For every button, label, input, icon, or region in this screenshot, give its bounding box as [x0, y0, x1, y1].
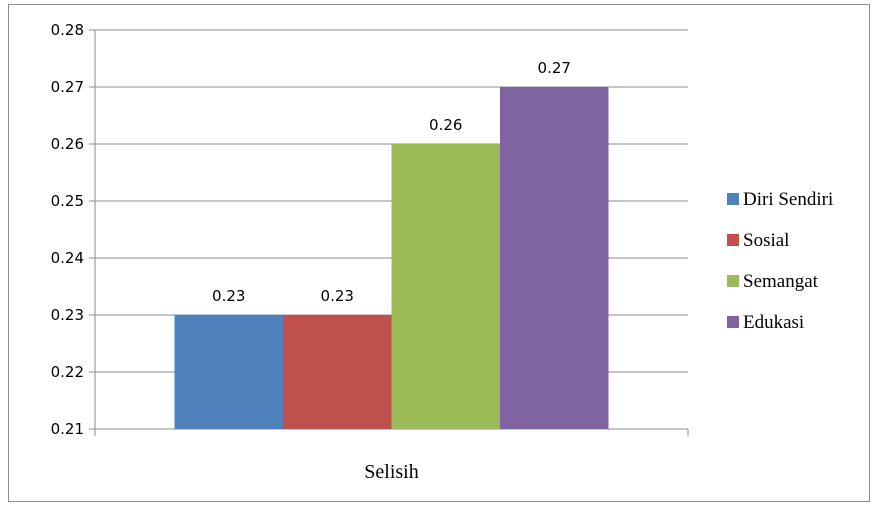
legend-entry: Semangat — [743, 271, 819, 292]
legend-swatch — [727, 193, 739, 205]
y-tick-label: 0.25 — [51, 192, 84, 210]
data-label: 0.27 — [538, 59, 571, 77]
bar-edukasi — [500, 87, 609, 429]
legend: Diri Sendiri Sosial Semangat Edukasi — [727, 189, 833, 333]
data-labels: 0.23 0.23 0.26 0.27 — [212, 59, 571, 305]
bars — [174, 87, 609, 429]
bar-sosial — [283, 315, 392, 429]
legend-swatch — [727, 275, 739, 287]
axes: 0.21 0.22 0.23 0.24 0.25 0.26 0.27 0.28 Selisih — [51, 21, 689, 483]
y-tick-label: 0.21 — [51, 420, 84, 438]
legend-swatch — [727, 234, 739, 246]
y-tick-label: 0.23 — [51, 306, 84, 324]
legend-entry: Sosial — [743, 230, 789, 251]
data-label: 0.26 — [429, 116, 462, 134]
x-category-label: Selisih — [364, 461, 418, 483]
y-tick-label: 0.22 — [51, 363, 84, 381]
bar-semangat — [391, 144, 500, 429]
legend-entry: Edukasi — [743, 312, 804, 333]
data-label: 0.23 — [212, 287, 245, 305]
bar-diri-sendiri — [174, 315, 283, 429]
legend-entry: Diri Sendiri — [743, 189, 833, 210]
y-tick-label: 0.28 — [51, 21, 84, 39]
data-label: 0.23 — [321, 287, 354, 305]
y-tick-label: 0.24 — [51, 249, 84, 267]
y-tick-label: 0.26 — [51, 135, 84, 153]
legend-swatch — [727, 316, 739, 328]
y-tick-label: 0.27 — [51, 78, 84, 96]
